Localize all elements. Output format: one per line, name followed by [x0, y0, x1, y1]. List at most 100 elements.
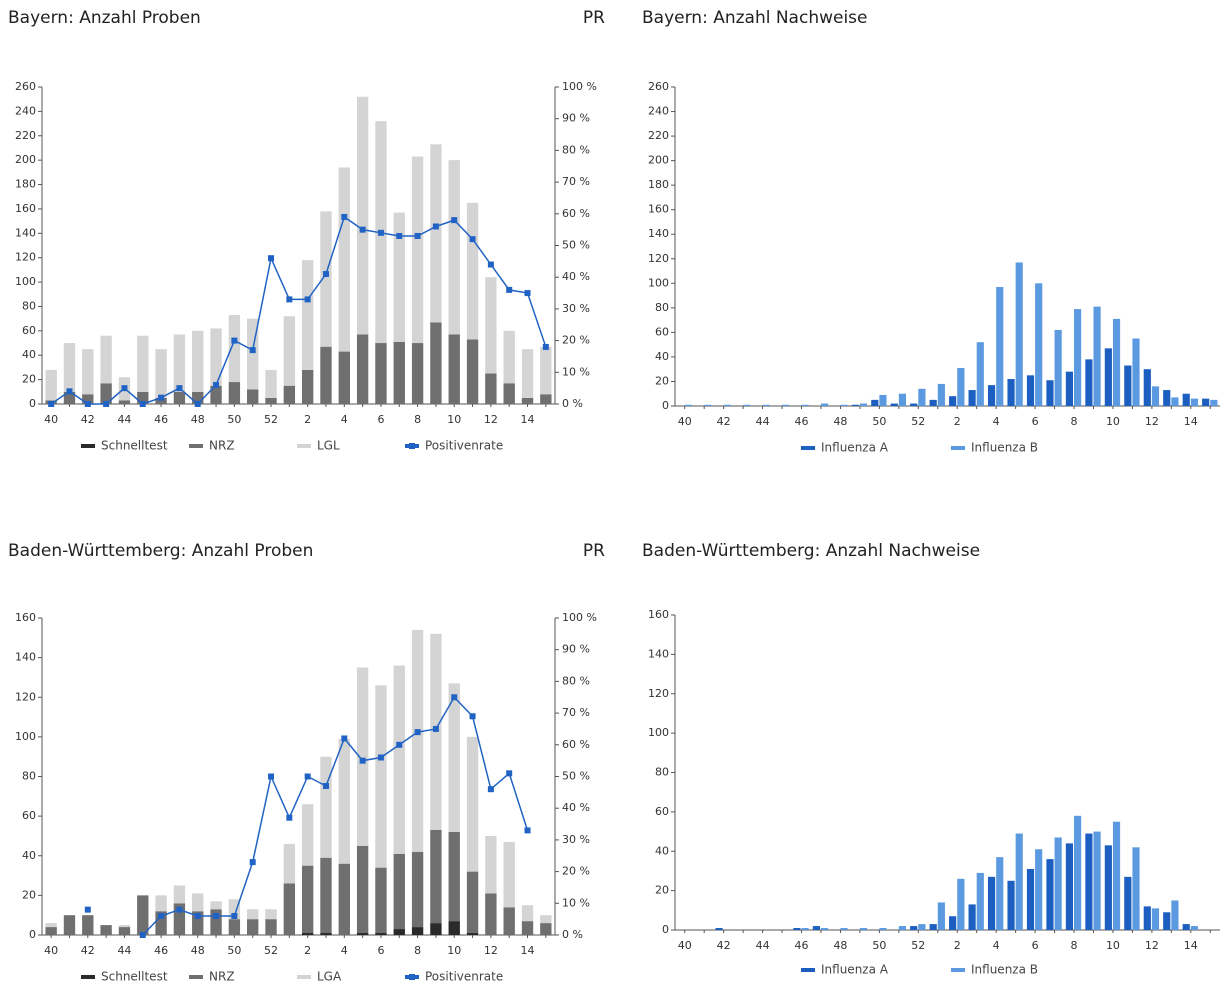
- bar: [987, 876, 996, 930]
- bar: [1112, 318, 1121, 406]
- y-tick-label: 120: [648, 687, 669, 700]
- bar-segment: [265, 909, 277, 920]
- y-tick-label: 200: [15, 153, 36, 166]
- bar-segment: [173, 903, 186, 935]
- bar-segment: [247, 919, 259, 935]
- line-marker: [249, 347, 256, 354]
- line-marker: [377, 754, 384, 761]
- x-tick-label: 48: [833, 415, 847, 428]
- bar-segment: [393, 341, 405, 404]
- y-tick-label: 180: [648, 178, 669, 191]
- bar-segment: [247, 318, 259, 390]
- bar-segment: [448, 921, 460, 935]
- x-tick-label: 50: [872, 415, 886, 428]
- bar: [1104, 348, 1112, 406]
- legend-label: Positivenrate: [425, 439, 503, 453]
- x-tick-label: 4: [341, 944, 348, 957]
- line-marker: [121, 385, 128, 392]
- bar: [1143, 369, 1151, 406]
- bar-segment: [503, 383, 515, 404]
- bar-segment: [283, 385, 296, 404]
- bar-segment: [155, 397, 167, 404]
- bar-segment: [265, 369, 277, 398]
- line-marker: [304, 296, 311, 303]
- bar-segment: [100, 383, 112, 404]
- bar-segment: [338, 738, 350, 864]
- y2-tick-label: 0 %: [562, 397, 583, 410]
- line-marker: [487, 786, 494, 793]
- chart-title: Baden-Württemberg: Anzahl Proben: [8, 541, 313, 561]
- bar: [704, 404, 712, 406]
- x-tick-label: 40: [678, 415, 692, 428]
- y-tick-label: 260: [15, 80, 36, 93]
- y2-tick-label: 100 %: [562, 80, 597, 93]
- bar-segment: [466, 339, 479, 404]
- legend-label: NRZ: [209, 970, 235, 984]
- bar: [1026, 375, 1035, 406]
- line-marker: [286, 296, 293, 303]
- x-tick-label: 44: [756, 939, 770, 952]
- bar-segment: [466, 202, 479, 340]
- legend-marker: [409, 443, 415, 449]
- bar-segment: [411, 629, 424, 852]
- bar: [1026, 868, 1035, 930]
- line: [142, 696, 529, 936]
- line-marker: [231, 912, 238, 919]
- x-tick-label: 4: [993, 415, 1000, 428]
- bar-segment: [375, 343, 387, 404]
- line-marker: [158, 912, 165, 919]
- bar: [1074, 815, 1082, 930]
- bar-segment: [448, 831, 460, 922]
- bar-segment: [228, 899, 241, 920]
- line-marker: [213, 912, 220, 919]
- bar-segment: [430, 322, 442, 404]
- y-tick-label: 220: [15, 129, 36, 142]
- bar: [898, 926, 907, 930]
- bar-segment: [540, 915, 552, 924]
- bar-segment: [411, 927, 424, 935]
- y2-tick-label: 50 %: [562, 239, 590, 252]
- y-tick-label: 80: [22, 770, 36, 783]
- bar-segment: [173, 885, 186, 904]
- bar-segment: [82, 349, 94, 395]
- bar-segment: [356, 96, 369, 335]
- y-tick-label: 0: [29, 928, 36, 941]
- bar-segment: [45, 923, 57, 928]
- bar-segment: [411, 343, 424, 404]
- x-tick-label: 52: [911, 415, 925, 428]
- line-marker: [139, 401, 146, 407]
- line-marker: [322, 783, 329, 790]
- bar: [1202, 398, 1210, 406]
- line-marker: [414, 232, 421, 239]
- bar-segment: [45, 369, 57, 401]
- line-marker: [469, 713, 476, 720]
- bar: [801, 928, 809, 930]
- chart-title: Bayern: Anzahl Nachweise: [642, 8, 868, 28]
- y-tick-label: 120: [15, 690, 36, 703]
- bar-segment: [356, 334, 369, 404]
- y2-axis-title: PR: [583, 541, 605, 561]
- y2-tick-label: 10 %: [562, 365, 590, 378]
- y-tick-label: 100: [15, 730, 36, 743]
- bar-segment: [155, 349, 167, 398]
- bar-segment: [503, 907, 515, 935]
- bar-segment: [301, 933, 314, 935]
- x-tick-label: 4: [993, 939, 1000, 952]
- x-tick-label: 8: [1071, 939, 1078, 952]
- bar-segment: [100, 335, 112, 384]
- bar-segment: [301, 804, 314, 866]
- bar: [793, 928, 801, 930]
- y2-tick-label: 30 %: [562, 302, 590, 315]
- x-tick-label: 52: [264, 413, 278, 426]
- y-tick-label: 80: [655, 301, 669, 314]
- y-tick-label: 60: [655, 325, 669, 338]
- x-tick-label: 40: [44, 413, 58, 426]
- bar: [1035, 849, 1043, 930]
- line-marker: [268, 773, 275, 780]
- line-marker: [341, 213, 348, 220]
- line-marker: [542, 343, 549, 350]
- line-marker: [66, 388, 73, 395]
- y2-tick-label: 80 %: [562, 674, 590, 687]
- line: [50, 215, 547, 406]
